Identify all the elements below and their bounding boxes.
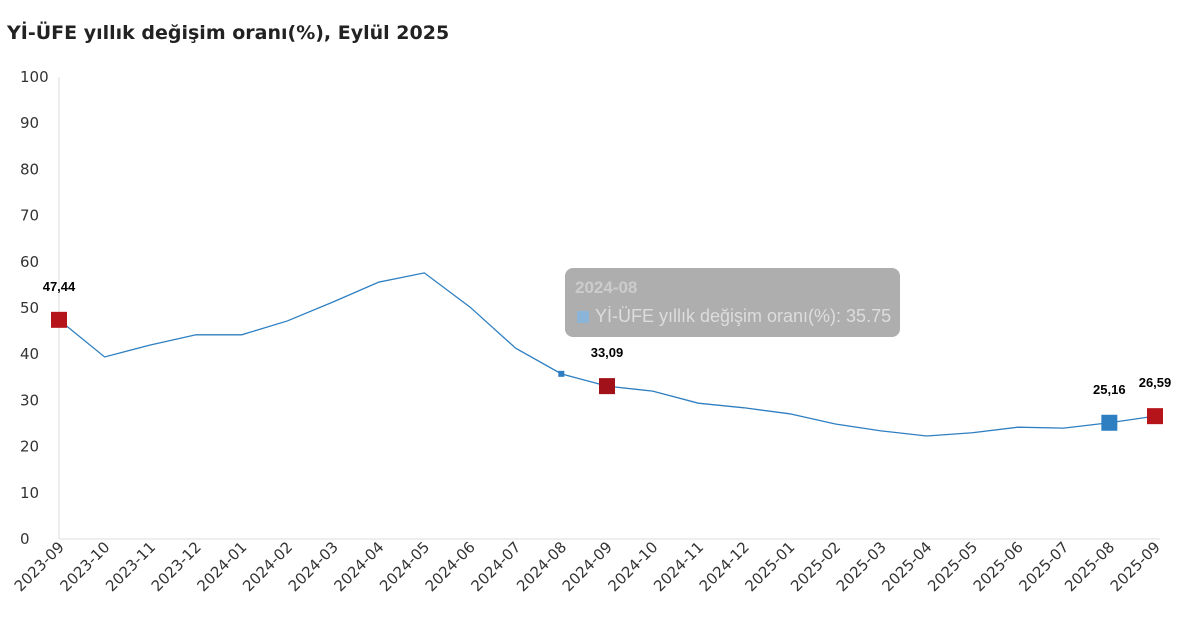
y-tick-label: 90	[20, 114, 39, 132]
chart-title: Yİ-ÜFE yıllık değişim oranı(%), Eylül 20…	[7, 22, 450, 44]
y-tick-label: 0	[20, 530, 30, 548]
tooltip-swatch	[577, 311, 589, 323]
y-tick-label: 60	[20, 253, 39, 271]
y-tick-label: 100	[20, 68, 49, 86]
hover-point	[558, 370, 565, 377]
x-tick-label: 2025-09	[1107, 538, 1164, 595]
tooltip-text: Yİ-ÜFE yıllık değişim oranı(%): 35.75	[595, 306, 892, 326]
y-tick-label: 40	[20, 345, 39, 363]
tooltip: 2024-08 Yİ-ÜFE yıllık değişim oranı(%): …	[565, 268, 900, 337]
y-tick-label: 20	[20, 438, 39, 456]
tooltip-title: 2024-08	[575, 278, 638, 297]
y-tick-label: 70	[20, 207, 39, 225]
y-tick-label: 50	[20, 299, 39, 317]
y-tick-label: 80	[20, 160, 39, 178]
y-tick-label: 10	[20, 484, 39, 502]
y-tick-label: 30	[20, 391, 39, 409]
